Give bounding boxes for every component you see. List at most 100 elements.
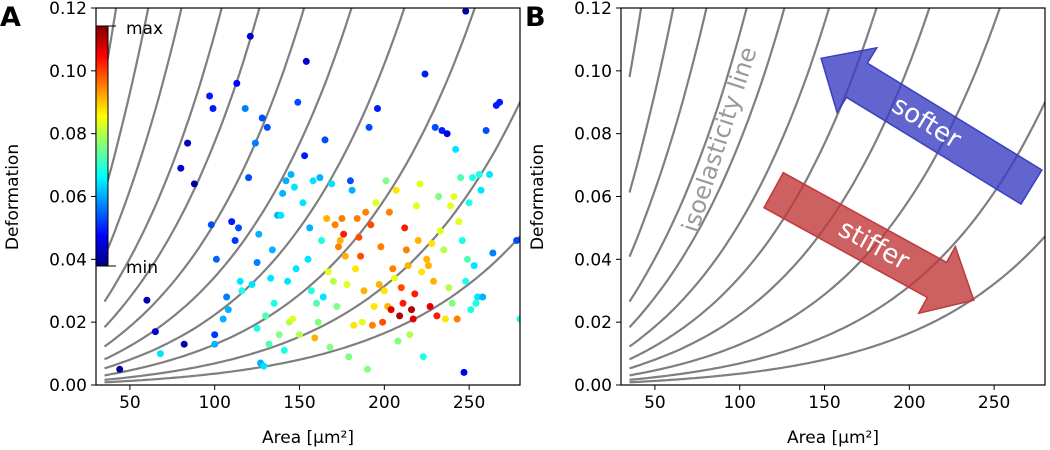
scatter-point — [275, 331, 283, 339]
scatter-point — [394, 337, 402, 345]
x-tick-label: 100 — [198, 393, 230, 413]
scatter-point — [306, 224, 314, 232]
scatter-point — [428, 240, 436, 248]
scatter-point — [251, 139, 259, 147]
scatter-point — [416, 180, 424, 188]
scatter-point — [292, 265, 300, 273]
scatter-point — [289, 315, 297, 323]
scatter-point — [409, 315, 417, 323]
colorbar: max min — [95, 19, 163, 278]
scatter-point — [496, 98, 504, 106]
x-axis-label-a: Area [µm²] — [262, 428, 354, 448]
scatter-point — [309, 177, 317, 185]
scatter-point — [455, 218, 463, 226]
scatter-point — [450, 193, 458, 200]
y-tick-label: 0.06 — [49, 188, 87, 208]
scatter-point — [294, 98, 302, 106]
panel-label-b: B — [525, 2, 546, 33]
scatter-point — [241, 105, 249, 112]
scatter-point — [452, 145, 460, 153]
scatter-point — [368, 321, 376, 329]
isoelasticity-line-2 — [104, 8, 476, 377]
isoelasticity-line-5 — [628, 8, 831, 348]
x-axis-label-b: Area [µm²] — [787, 428, 879, 448]
scatter-point — [260, 362, 268, 370]
scatter-point — [323, 215, 331, 222]
scatter-point — [474, 293, 482, 301]
y-tick-label: 0.06 — [574, 188, 612, 208]
scatter-point — [385, 208, 393, 216]
scatter-point — [408, 306, 415, 314]
scatter-point — [263, 123, 271, 131]
scatter-point — [462, 277, 470, 285]
scatter-point — [219, 315, 227, 323]
scatter-point — [469, 174, 476, 182]
scatter-point — [338, 215, 346, 222]
isoelasticity-line-3 — [104, 8, 406, 370]
scatter-point — [235, 224, 242, 232]
scatter-point — [277, 211, 285, 219]
scatter-point — [404, 262, 412, 270]
isoelasticity-line-4 — [104, 8, 353, 361]
scatter-point — [516, 315, 520, 323]
scatter-point — [479, 293, 487, 301]
scatter-point — [435, 193, 443, 200]
scatter-point — [489, 249, 497, 257]
scatter-point — [340, 230, 348, 238]
isoelasticity-lines-a — [103, 8, 520, 384]
scatter-point — [458, 237, 466, 244]
isoelasticity-lines-b — [628, 8, 1045, 384]
scatter-point — [151, 328, 159, 336]
scatter-point — [472, 299, 480, 307]
y-tick-label: 0.04 — [49, 250, 87, 270]
isoelasticity-line-3 — [629, 8, 931, 370]
scatter-point — [382, 177, 390, 185]
scatter-point — [116, 365, 124, 373]
x-tick-label: 200 — [368, 393, 400, 413]
scatter-point — [328, 180, 336, 188]
scatter-point — [387, 306, 395, 314]
panel-b: B 50 100 150 200 250 0.00 0.02 0.04 0.06 0.08 0.10… — [525, 0, 1046, 448]
scatter-point — [335, 243, 342, 251]
scatter-point — [246, 32, 254, 40]
isoelasticity-line-6 — [628, 8, 786, 329]
isoelasticity-line-1 — [629, 99, 1045, 381]
ticks-a: 50 100 150 200 250 0.00 0.02 0.04 0.06 0.08 0.10 0.… — [49, 0, 485, 413]
scatter-point — [258, 114, 266, 122]
isoelasticity-line-9 — [103, 8, 150, 193]
isoelasticity-line-7 — [103, 8, 223, 303]
y-axis-label-b: Deformation — [528, 144, 548, 250]
scatter-point — [211, 340, 219, 348]
scatter-point — [397, 284, 405, 292]
x-tick-label: 250 — [978, 393, 1010, 413]
scatter-point — [287, 171, 295, 178]
y-tick-label: 0.12 — [49, 0, 87, 19]
isoelasticity-line-8 — [103, 8, 183, 258]
isoelasticity-line-1 — [104, 99, 520, 381]
scatter-point — [299, 199, 307, 207]
y-tick-label: 0.10 — [574, 62, 612, 82]
colorbar-gradient — [95, 25, 109, 267]
scatter-point — [438, 127, 446, 134]
scatter-point — [341, 252, 349, 260]
scatter-point — [457, 174, 465, 182]
scatter-point — [255, 230, 263, 238]
scatter-point — [231, 237, 239, 244]
scatter-point — [346, 177, 354, 185]
scatter-point — [184, 139, 192, 147]
x-tick-label: 250 — [453, 393, 485, 413]
scatter-point — [143, 296, 151, 304]
scatter-point — [156, 350, 164, 358]
x-tick-label: 100 — [723, 393, 755, 413]
scatter-point — [374, 105, 381, 112]
softer-arrow — [820, 46, 1043, 206]
scatter-point — [316, 174, 324, 182]
scatter-point — [301, 152, 309, 160]
scatter-point — [423, 255, 431, 263]
isoelasticity-line-0 — [104, 234, 520, 384]
scatter-point — [326, 343, 334, 351]
scatter-point — [414, 237, 422, 244]
scatter-point — [282, 177, 290, 185]
scatter-point — [267, 274, 275, 282]
scatter-point — [352, 265, 359, 273]
